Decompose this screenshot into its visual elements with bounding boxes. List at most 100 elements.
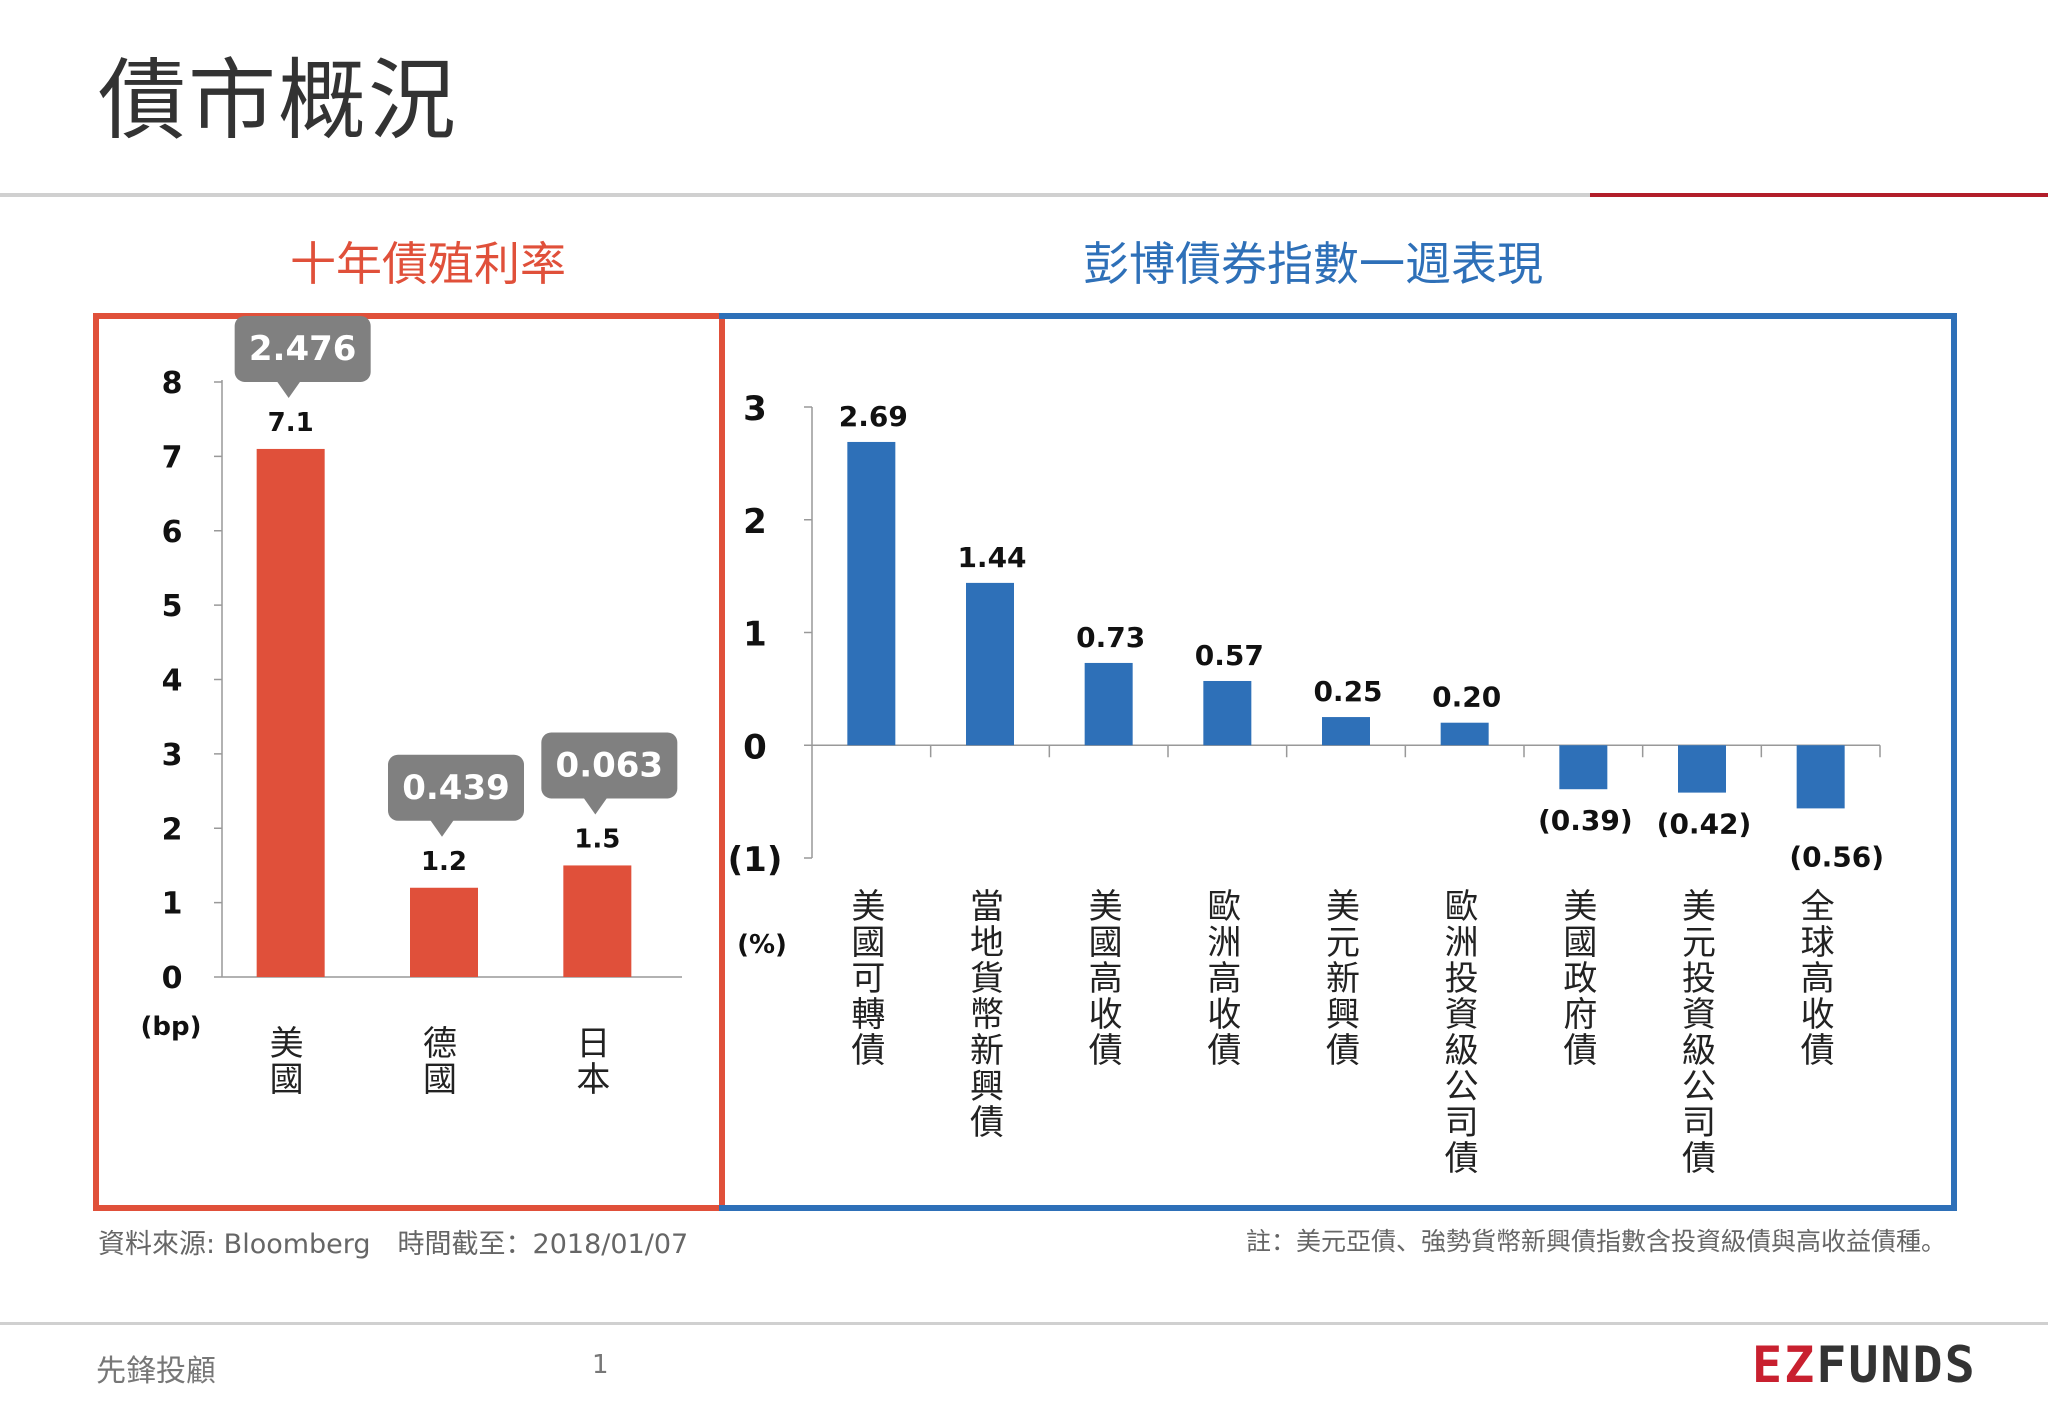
right-category-label-char: 轉	[851, 995, 885, 1035]
left-chart-frame	[93, 313, 725, 1211]
callout-bubble	[541, 732, 678, 799]
right-category-label-char: 級	[1445, 1031, 1479, 1071]
right-value-label: 0.20	[1432, 681, 1501, 714]
right-category-label-char: 幣	[970, 995, 1004, 1035]
right-category-label-char: 債	[1801, 1031, 1835, 1071]
right-bar	[1440, 722, 1489, 746]
left-category-label: 美國	[270, 1024, 304, 1100]
left-category-label: 日本	[576, 1024, 610, 1100]
left-bar	[256, 448, 325, 977]
right-category-label-char: 債	[1207, 1031, 1241, 1071]
left-y-tick-label: 2	[162, 812, 183, 847]
right-category-label-char: 球	[1801, 923, 1835, 963]
right-bar	[1322, 717, 1370, 746]
left-y-tick-label: 8	[162, 366, 183, 401]
left-value-label: 7.1	[268, 408, 314, 438]
right-y-tick-label: 1	[743, 615, 767, 655]
right-category-label-char: 收	[1801, 995, 1835, 1035]
right-category-label-char: 投	[1682, 959, 1716, 999]
left-y-tick-label: 0	[162, 961, 183, 996]
logo-ez: EZ	[1752, 1336, 1817, 1394]
right-value-label: 0.57	[1195, 639, 1264, 672]
page-number: 1	[592, 1350, 609, 1380]
right-category-label-char: 債	[1326, 1031, 1360, 1071]
header-accent-line	[1590, 193, 2048, 197]
data-source: 資料來源: Bloomberg 時間截至：2018/01/07	[98, 1229, 689, 1260]
right-category-label-char: 全	[1801, 887, 1835, 927]
right-y-tick-label: 2	[743, 502, 767, 542]
right-category-label-char: 資	[1445, 995, 1479, 1035]
right-category-label-char: 債	[1089, 1031, 1123, 1071]
right-category-label-char: 高	[1207, 959, 1241, 999]
right-category-label-char: 興	[970, 1067, 1004, 1107]
right-category-label-char: 美	[1563, 887, 1597, 927]
callout-value: 2.476	[249, 329, 357, 369]
left-y-tick-label: 1	[162, 887, 183, 922]
left-bar	[410, 887, 478, 977]
right-category-label-char: 美	[851, 887, 885, 927]
page-title: 債市概況	[98, 49, 459, 152]
right-category-label-char: 資	[1682, 995, 1716, 1035]
right-y-unit-label: (%)	[737, 930, 787, 960]
left-category-label-char: 國	[270, 1060, 304, 1100]
left-category-label: 德國	[423, 1024, 457, 1100]
logo-funds: FUNDS	[1816, 1336, 1977, 1394]
left-bar	[563, 865, 632, 977]
right-chart-title: 彭博債券指數一週表現	[1083, 237, 1543, 291]
right-value-label: 0.73	[1076, 621, 1145, 654]
right-value-label: (0.39)	[1538, 804, 1633, 837]
right-category-label-char: 美	[1326, 887, 1360, 927]
callout-bubble	[388, 754, 524, 821]
right-value-label: (0.56)	[1789, 840, 1884, 873]
left-category-label-char: 美	[270, 1024, 304, 1064]
right-category-label-char: 元	[1326, 923, 1360, 963]
right-category-label-char: 收	[1207, 995, 1241, 1035]
right-bar	[966, 582, 1014, 746]
right-category-label-char: 美	[1682, 887, 1716, 927]
right-category-label-char: 公	[1445, 1067, 1479, 1107]
right-category-label-char: 級	[1682, 1031, 1716, 1071]
right-category-label-char: 可	[851, 959, 885, 999]
callout-pointer	[276, 380, 301, 398]
right-category-label-char: 新	[1326, 959, 1360, 999]
left-y-tick-label: 5	[162, 589, 183, 624]
right-value-label: 2.69	[839, 400, 908, 433]
left-category-label-char: 德	[423, 1024, 457, 1064]
right-category-label-char: 國	[1089, 923, 1123, 963]
callout-pointer	[430, 819, 454, 837]
callout-bubble	[234, 315, 371, 382]
right-bar	[847, 441, 896, 746]
header-divider	[0, 193, 2048, 197]
right-category-label-char: 府	[1563, 995, 1597, 1035]
left-y-tick-label: 6	[162, 515, 183, 550]
left-category-label-char: 日	[576, 1024, 610, 1064]
left-y-tick-label: 7	[162, 440, 183, 475]
right-y-tick-label: 0	[743, 727, 767, 767]
callout-value: 0.439	[402, 768, 510, 808]
ezfunds-logo: EZFUNDS	[1752, 1336, 1977, 1394]
right-category-label-char: 國	[851, 923, 885, 963]
right-category-label-char: 司	[1445, 1103, 1479, 1143]
right-category-label-char: 高	[1089, 959, 1123, 999]
right-category-label-char: 歐	[1445, 887, 1479, 927]
left-y-tick-label: 4	[162, 664, 183, 699]
left-y-unit-label: (bp)	[141, 1012, 202, 1042]
left-value-label: 1.5	[574, 824, 620, 854]
left-category-label-char: 本	[576, 1060, 610, 1100]
left-category-label-char: 國	[423, 1060, 457, 1100]
right-y-tick-label: 3	[743, 389, 767, 429]
right-category-label-char: 收	[1089, 995, 1123, 1035]
right-category-label-char: 元	[1682, 923, 1716, 963]
right-bar	[1559, 745, 1608, 790]
callout-pointer	[583, 797, 608, 815]
right-value-label: 1.44	[957, 541, 1026, 574]
right-category-label-char: 國	[1563, 923, 1597, 963]
right-category-label-char: 歐	[1207, 887, 1241, 927]
left-value-label: 1.2	[421, 847, 467, 877]
